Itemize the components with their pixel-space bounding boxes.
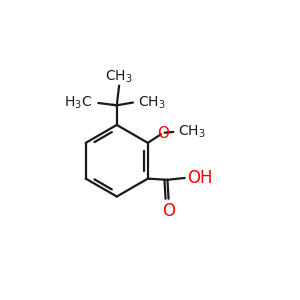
Text: H$_3$C: H$_3$C [64, 95, 92, 111]
Text: OH: OH [187, 169, 213, 187]
Text: O: O [157, 126, 169, 141]
Text: O: O [162, 202, 175, 220]
Text: CH$_3$: CH$_3$ [138, 94, 165, 111]
Text: CH$_3$: CH$_3$ [178, 124, 206, 140]
Text: CH$_3$: CH$_3$ [105, 69, 133, 85]
